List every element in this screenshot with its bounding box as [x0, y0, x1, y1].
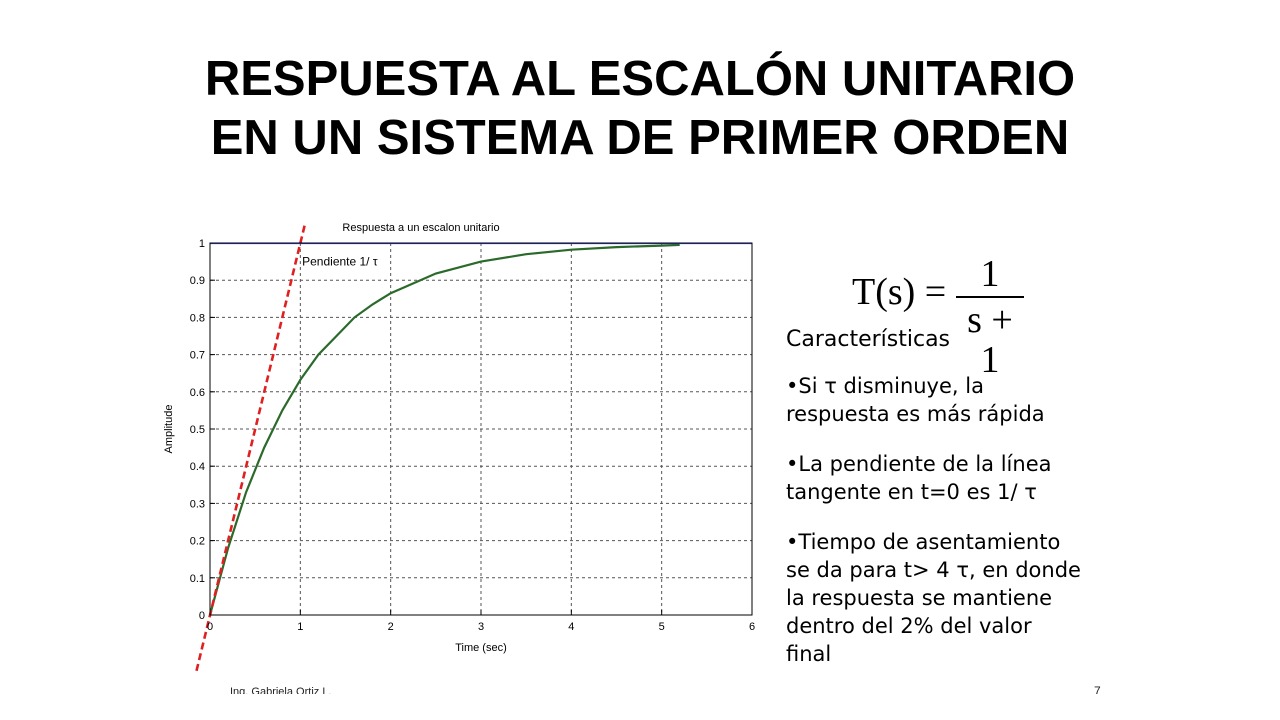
characteristic-item: •La pendiente de la línea tangente en t=…	[786, 450, 1256, 506]
y-tick-label: 0.1	[190, 573, 205, 585]
series-line-step-response	[210, 243, 680, 615]
characteristic-line: •Tiempo de asentamiento	[786, 530, 1061, 554]
x-tick-label: 1	[297, 621, 303, 633]
slide-title-line-1: RESPUESTA AL ESCALÓN UNITARIO	[204, 52, 1076, 106]
formula-denominator: s + 1	[967, 299, 1013, 381]
slope-annotation: Pendiente 1/ τ	[302, 255, 378, 269]
characteristic-line: se da para t> 4 τ, en donde	[786, 558, 1081, 582]
characteristic-line: respuesta es más rápida	[786, 402, 1045, 426]
x-tick-label: 6	[749, 621, 755, 633]
x-tick-label: 5	[659, 621, 665, 633]
y-tick-label: 0.7	[190, 350, 205, 362]
formula-lhs: T(s) =	[852, 271, 947, 313]
y-tick-label: 0.2	[190, 536, 205, 548]
x-tick-label: 0	[207, 621, 213, 633]
characteristic-line: tangente en t=0 es 1/ τ	[786, 480, 1037, 504]
formula-fraction: 1 s + 1	[956, 254, 1024, 380]
y-tick-label: 0.6	[190, 387, 205, 399]
characteristic-item: •Si τ disminuye, la respuesta es más ráp…	[786, 372, 1256, 428]
characteristic-line: •Si τ disminuye, la	[786, 374, 984, 398]
step-response-chart: 0 1 2 3 4 5 6 0 0.1 0.2 0.3 0.4 0.5 0.6 0.7 0.8 0.9 1 Resp…	[163, 222, 755, 672]
y-tick-label: 0.3	[190, 498, 205, 510]
x-tick-label: 3	[478, 621, 484, 633]
y-axis-label: Amplitude	[163, 405, 175, 454]
slide-bottom-edge	[0, 694, 1280, 720]
y-tick-label: 0.5	[190, 424, 205, 436]
y-tick-label: 0	[199, 610, 205, 622]
y-tick-label: 0.4	[190, 461, 205, 473]
slide-title-line-2: EN UN SISTEMA DE PRIMER ORDEN	[210, 111, 1070, 165]
plot-lines	[210, 243, 752, 615]
characteristics-panel: Características •Si τ disminuye, la resp…	[786, 326, 1256, 690]
y-tick-label: 0.8	[190, 312, 205, 324]
x-axis-label: Time (sec)	[455, 642, 507, 654]
characteristic-line: final	[786, 642, 832, 666]
y-tick-label: 1	[199, 238, 205, 250]
formula-fraction-bar	[956, 296, 1024, 298]
characteristic-line: •La pendiente de la línea	[786, 452, 1052, 476]
characteristic-item: •Tiempo de asentamiento se da para t> 4 …	[786, 528, 1256, 668]
slide-title: RESPUESTA AL ESCALÓN UNITARIO EN UN SIST…	[0, 50, 1280, 168]
transfer-function-formula: T(s) = 1 s + 1	[848, 248, 1048, 380]
x-tick-label: 4	[568, 621, 574, 633]
x-tick-label: 2	[388, 621, 394, 633]
formula-numerator: 1	[980, 253, 1000, 295]
y-tick-label: 0.9	[190, 275, 205, 287]
characteristic-line: dentro del 2% del valor	[786, 614, 1032, 638]
characteristic-line: la respuesta se mantiene	[786, 586, 1053, 610]
page-number: 7	[1094, 684, 1101, 698]
chart-title: Respuesta a un escalon unitario	[342, 222, 499, 234]
characteristics-heading: Características	[786, 327, 951, 352]
